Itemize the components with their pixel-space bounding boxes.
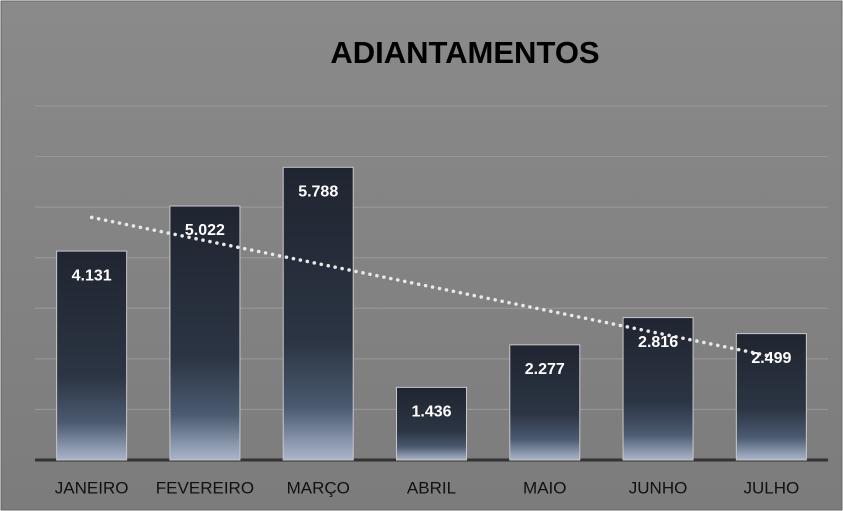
x-tick-label: FEVEREIRO [156,478,254,497]
data-label: 1.436 [411,404,451,421]
trendline [89,215,774,359]
data-label: 5.022 [185,222,225,239]
data-label: 2.816 [638,334,678,351]
data-label: 2.277 [525,361,565,378]
x-tick-label: ABRIL [407,478,456,497]
bar [509,344,581,461]
chart-title: ADIANTAMENTOS [330,35,599,70]
bar [396,386,467,461]
x-tick-label: MARÇO [287,478,350,497]
bar [735,333,807,461]
bar [56,250,128,461]
x-tick-label: JUNHO [629,478,688,497]
data-label: 5.788 [298,184,338,201]
x-tick-label: JANEIRO [55,478,129,497]
data-label: 2.499 [751,350,791,367]
x-tick-label: JULHO [743,478,799,497]
bar [622,317,694,461]
data-label: 4.131 [72,267,112,284]
bar [282,166,354,461]
x-tick-label: MAIO [523,478,566,497]
bar [169,205,241,461]
